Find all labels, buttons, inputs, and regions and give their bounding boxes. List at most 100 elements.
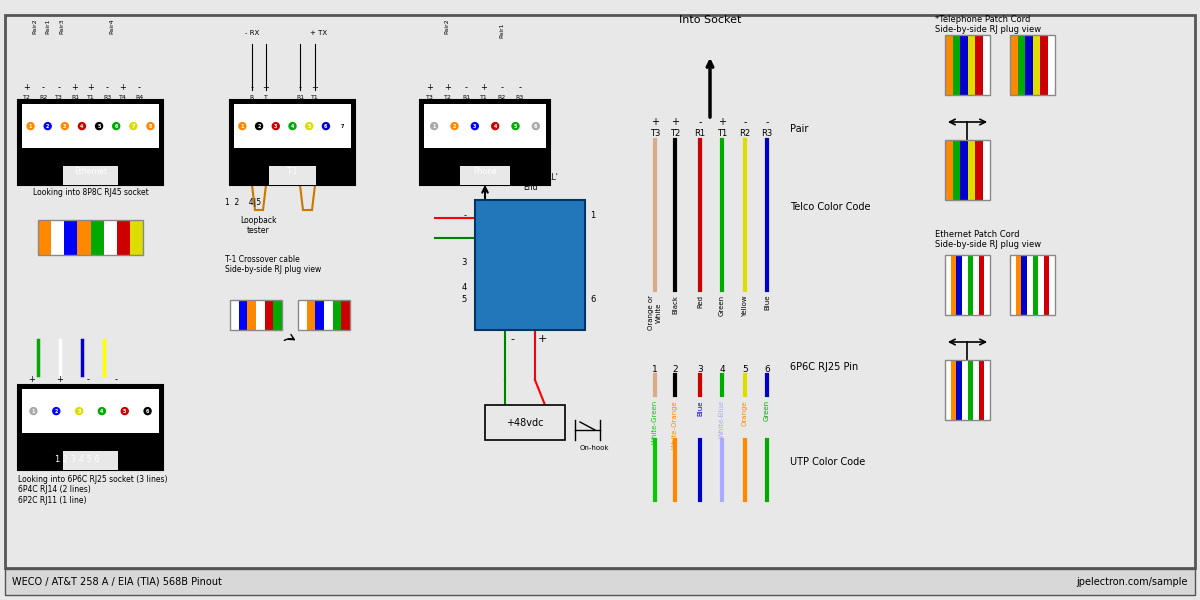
Bar xyxy=(230,100,355,185)
Text: T4: T4 xyxy=(119,95,127,100)
Text: jpelectron.com/sample: jpelectron.com/sample xyxy=(1076,577,1188,587)
Text: Black: Black xyxy=(672,295,678,314)
Circle shape xyxy=(306,122,313,130)
Bar xyxy=(52,220,65,255)
Text: +48vdc: +48vdc xyxy=(506,418,544,427)
Text: Pair4: Pair4 xyxy=(109,18,114,34)
Circle shape xyxy=(130,122,137,130)
Text: T3: T3 xyxy=(426,95,434,100)
Bar xyxy=(18,100,163,185)
Bar xyxy=(983,140,990,200)
Text: 4: 4 xyxy=(80,124,84,128)
Text: Pair2: Pair2 xyxy=(444,18,450,34)
Bar xyxy=(65,220,77,255)
Text: R2: R2 xyxy=(38,95,47,100)
Circle shape xyxy=(146,122,154,130)
Text: WECO / AT&T 258 A / EIA (TIA) 568B Pinout: WECO / AT&T 258 A / EIA (TIA) 568B Pinou… xyxy=(12,577,222,587)
Bar xyxy=(946,140,990,200)
Text: Pair2: Pair2 xyxy=(32,18,37,34)
Text: R1: R1 xyxy=(296,95,304,100)
Bar xyxy=(1010,255,1015,315)
Bar xyxy=(265,300,274,330)
Text: 3: 3 xyxy=(64,124,66,128)
Bar xyxy=(962,360,967,420)
Text: -: - xyxy=(743,117,746,127)
Circle shape xyxy=(96,122,102,130)
Bar xyxy=(424,104,546,148)
Text: 6: 6 xyxy=(324,124,328,128)
Text: R2: R2 xyxy=(739,129,750,138)
Circle shape xyxy=(340,122,346,130)
Text: 4: 4 xyxy=(462,283,467,292)
Bar xyxy=(973,360,979,420)
Bar xyxy=(230,300,282,330)
Bar xyxy=(475,200,586,330)
Text: +: + xyxy=(88,83,95,92)
Text: 1: 1 xyxy=(590,211,595,220)
Text: Pair3: Pair3 xyxy=(60,18,65,34)
Bar xyxy=(130,220,143,255)
Bar xyxy=(979,255,984,315)
Bar xyxy=(77,220,90,255)
Text: +: + xyxy=(56,375,64,384)
Text: +: + xyxy=(120,83,126,92)
Text: T2: T2 xyxy=(23,95,31,100)
Text: 2: 2 xyxy=(452,124,456,128)
Text: Ethernet: Ethernet xyxy=(74,167,107,176)
Bar xyxy=(953,140,960,200)
Bar xyxy=(1010,35,1018,95)
Text: UTP Color Code: UTP Color Code xyxy=(790,457,865,467)
Text: -: - xyxy=(114,375,118,384)
Text: 1: 1 xyxy=(652,365,658,374)
Circle shape xyxy=(44,122,52,130)
Circle shape xyxy=(98,407,106,415)
Bar xyxy=(956,360,962,420)
Bar xyxy=(984,255,990,315)
Bar xyxy=(967,360,973,420)
Bar xyxy=(973,255,979,315)
Bar xyxy=(1049,255,1055,315)
Text: 6: 6 xyxy=(114,124,118,128)
Text: +: + xyxy=(650,117,659,127)
Text: 6: 6 xyxy=(146,409,149,413)
Bar xyxy=(18,385,163,470)
Text: Loopback: Loopback xyxy=(240,216,276,225)
Bar xyxy=(38,220,143,255)
Text: 6: 6 xyxy=(590,295,595,304)
Text: -: - xyxy=(464,83,468,92)
Text: *Telephone
Patch Cord: *Telephone Patch Cord xyxy=(496,265,538,284)
Text: x: x xyxy=(420,103,425,112)
Circle shape xyxy=(28,122,34,130)
Bar xyxy=(298,300,350,330)
Text: 7: 7 xyxy=(132,124,134,128)
Circle shape xyxy=(492,122,499,130)
Circle shape xyxy=(30,407,37,415)
Text: -: - xyxy=(510,334,514,344)
Bar xyxy=(22,104,158,148)
Text: 2: 2 xyxy=(46,124,49,128)
Text: Looking into 8P8C RJ45 socket: Looking into 8P8C RJ45 socket xyxy=(32,188,149,197)
Bar xyxy=(1010,255,1055,315)
Bar xyxy=(316,300,324,330)
Circle shape xyxy=(512,122,520,130)
Bar xyxy=(1010,35,1055,95)
Bar xyxy=(1032,255,1038,315)
Text: -: - xyxy=(464,211,467,220)
Circle shape xyxy=(533,122,539,130)
Circle shape xyxy=(256,122,263,130)
Bar xyxy=(62,166,118,185)
Bar xyxy=(274,300,282,330)
Text: 5: 5 xyxy=(462,295,467,304)
Bar xyxy=(967,35,974,95)
Text: -: - xyxy=(766,117,769,127)
Bar xyxy=(234,104,352,148)
Circle shape xyxy=(472,122,479,130)
Text: 4: 4 xyxy=(290,124,294,128)
Bar xyxy=(1015,255,1021,315)
Text: 3: 3 xyxy=(462,258,467,267)
Text: 1: 1 xyxy=(29,124,32,128)
Text: +: + xyxy=(263,83,270,92)
Bar xyxy=(1032,35,1040,95)
Text: Blue: Blue xyxy=(697,400,703,415)
Bar xyxy=(461,166,510,185)
